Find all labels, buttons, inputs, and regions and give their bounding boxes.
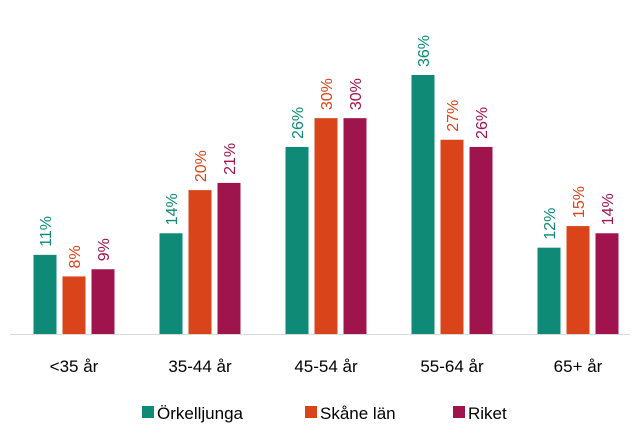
legend-label: Skåne län	[320, 404, 396, 423]
x-tick-label: 55-64 år	[420, 357, 484, 376]
bar	[411, 75, 435, 334]
legend-swatch	[142, 406, 154, 418]
bar	[217, 182, 241, 334]
value-label: 20%	[193, 150, 210, 182]
x-tick-label: 65+ år	[554, 357, 603, 376]
bar	[285, 146, 309, 334]
value-label: 21%	[222, 143, 239, 175]
value-label: 30%	[348, 78, 365, 110]
value-label: 36%	[416, 35, 433, 67]
bar	[33, 254, 57, 334]
legend-label: Riket	[468, 404, 507, 423]
value-label: 11%	[38, 216, 55, 247]
bar	[537, 247, 561, 334]
x-tick-label: <35 år	[50, 357, 99, 376]
bar	[314, 118, 338, 335]
bar	[440, 139, 464, 334]
bar	[566, 226, 590, 334]
bar	[91, 269, 115, 334]
bar	[159, 233, 183, 334]
value-label: 26%	[474, 107, 491, 139]
x-tick-label: 45-54 år	[294, 357, 358, 376]
bar	[343, 118, 367, 335]
bar	[469, 146, 493, 334]
value-label: 9%	[96, 238, 113, 261]
legend-swatch	[305, 406, 317, 418]
value-label: 14%	[164, 193, 181, 225]
bar	[595, 233, 619, 334]
x-tick-label: 35-44 år	[168, 357, 232, 376]
value-label: 30%	[319, 78, 336, 110]
value-label: 26%	[290, 107, 307, 139]
bar	[62, 276, 86, 334]
value-label: 15%	[571, 186, 588, 218]
legend-swatch	[453, 406, 465, 418]
value-label: 8%	[67, 245, 84, 268]
value-label: 12%	[542, 208, 559, 240]
value-label: 14%	[600, 193, 617, 225]
legend-label: Örkelljunga	[157, 404, 244, 423]
value-label: 27%	[445, 100, 462, 132]
bar	[188, 190, 212, 334]
